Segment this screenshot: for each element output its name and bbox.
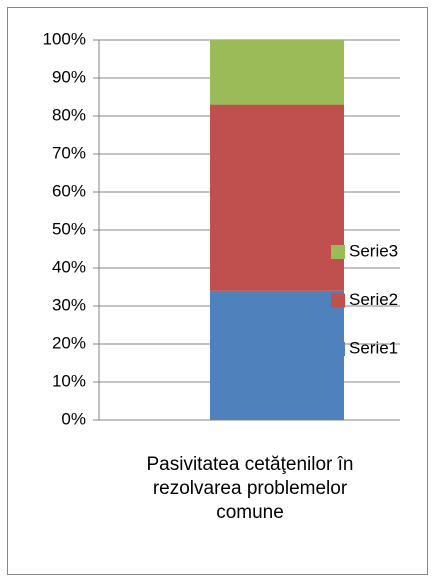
y-tick-label: 30% xyxy=(52,295,86,314)
y-tick-label: 70% xyxy=(52,143,86,162)
y-tick-label: 0% xyxy=(61,409,86,428)
y-tick-label: 40% xyxy=(52,257,86,276)
legend-label: Serie3 xyxy=(349,241,398,260)
legend-label: Serie1 xyxy=(349,338,398,357)
legend-swatch xyxy=(331,293,345,308)
y-tick-label: 50% xyxy=(52,219,86,238)
bar-segment xyxy=(210,104,344,291)
y-tick-label: 90% xyxy=(52,67,86,86)
y-tick-label: 80% xyxy=(52,105,86,124)
y-tick-label: 10% xyxy=(52,371,86,390)
y-tick-label: 20% xyxy=(52,333,86,352)
y-tick-label: 100% xyxy=(43,29,86,48)
bar-segment xyxy=(210,40,344,105)
legend-swatch xyxy=(331,245,345,259)
y-tick-label: 60% xyxy=(52,181,86,200)
legend-swatch xyxy=(331,342,345,356)
legend-label: Serie2 xyxy=(349,290,398,309)
x-tick-label: Pasivitatea cetăţenilor în rezolvarea pr… xyxy=(146,454,354,523)
bar-segment xyxy=(210,290,344,420)
